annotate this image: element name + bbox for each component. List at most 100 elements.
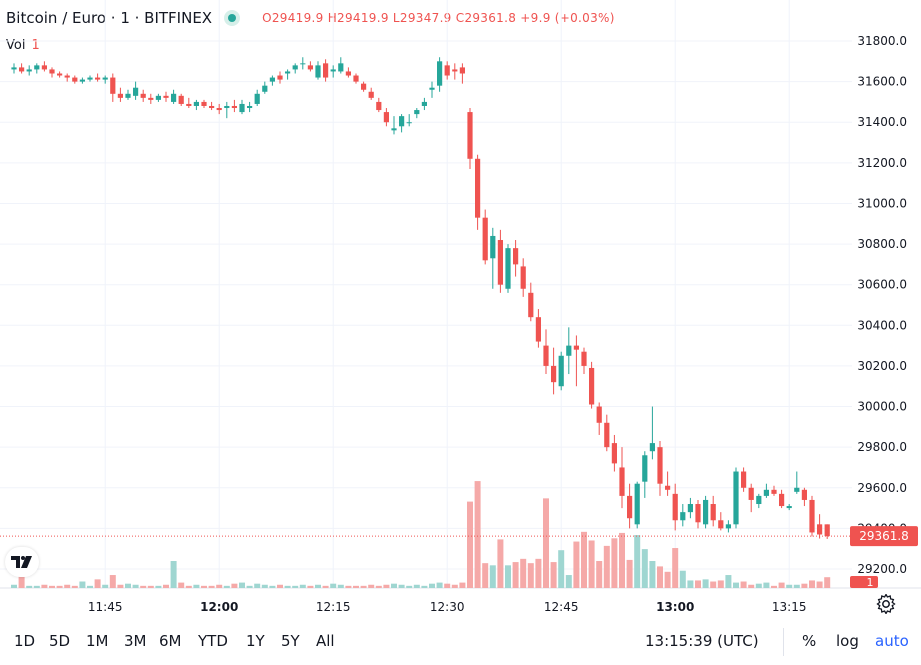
market-status-icon[interactable] bbox=[224, 10, 241, 26]
volume-label: Vol bbox=[6, 38, 26, 53]
volume-bar bbox=[398, 584, 405, 588]
volume-bar bbox=[132, 584, 139, 588]
volume-bar bbox=[596, 561, 603, 588]
volume-bar bbox=[353, 585, 359, 588]
volume-bar bbox=[535, 558, 542, 588]
candle-body bbox=[535, 317, 541, 342]
candle-body bbox=[718, 520, 724, 529]
candle-body bbox=[11, 67, 17, 70]
candle-body bbox=[482, 217, 488, 261]
candle-body bbox=[611, 443, 617, 464]
percent-toggle[interactable]: % bbox=[802, 632, 817, 650]
candle-body bbox=[573, 345, 579, 350]
volume-bar bbox=[299, 584, 306, 588]
tradingview-logo[interactable] bbox=[5, 547, 39, 577]
volume-bar bbox=[459, 582, 466, 588]
volume-bar bbox=[140, 585, 147, 588]
candle-body bbox=[87, 77, 93, 80]
time-tick-label: 12:00 bbox=[200, 600, 238, 614]
price-tick-label: 31000.0 bbox=[857, 196, 907, 210]
last-price-overlay: 29361.8 1 bbox=[0, 526, 918, 589]
range-button-1m[interactable]: 1M bbox=[86, 632, 109, 650]
volume-bar bbox=[163, 584, 169, 588]
candle-body bbox=[117, 93, 123, 98]
volume-bar bbox=[527, 563, 534, 588]
candle-body bbox=[604, 422, 610, 448]
volume-bar bbox=[429, 583, 435, 588]
range-button-6m[interactable]: 6M bbox=[159, 632, 182, 650]
candle-body bbox=[817, 524, 823, 535]
toolbar-divider bbox=[783, 628, 784, 656]
volume-bar bbox=[284, 585, 291, 588]
time-tick-label: 12:15 bbox=[316, 600, 351, 614]
candle-body bbox=[216, 108, 222, 111]
volume-bar bbox=[231, 583, 238, 588]
auto-toggle[interactable]: auto bbox=[875, 632, 909, 650]
candle-body bbox=[399, 116, 405, 127]
price-tick-label: 31800.0 bbox=[857, 34, 907, 48]
volume-bar bbox=[543, 498, 549, 588]
volume-bar bbox=[406, 585, 413, 588]
candle-body bbox=[140, 93, 146, 98]
volume-bar bbox=[710, 581, 717, 588]
volume-bar bbox=[18, 576, 25, 588]
volume-bar bbox=[345, 585, 352, 588]
candle-body bbox=[345, 71, 351, 76]
candle-body bbox=[741, 471, 747, 488]
time-tick-label: 12:45 bbox=[544, 600, 579, 614]
symbol-title[interactable]: Bitcoin / Euro · 1 · BITFINEX bbox=[6, 9, 213, 27]
close-label: C bbox=[455, 11, 465, 25]
candle-body bbox=[406, 122, 412, 124]
price-chart[interactable]: 31800.0 31600.0 31400.0 31200.0 31000.0 30800… bbox=[0, 0, 921, 625]
candle-body bbox=[649, 443, 655, 452]
volume-bar bbox=[26, 585, 33, 588]
volume-bar bbox=[49, 585, 55, 588]
volume-bar bbox=[664, 571, 671, 588]
candle-body bbox=[201, 101, 207, 106]
volume-bar bbox=[178, 582, 185, 588]
time-tick-label: 12:30 bbox=[430, 600, 465, 614]
candle-body bbox=[361, 83, 367, 90]
volume-bar bbox=[87, 585, 93, 588]
volume-bar bbox=[573, 541, 580, 588]
volume-bar bbox=[436, 582, 443, 588]
price-tick-label: 31400.0 bbox=[857, 115, 907, 129]
volume-bar bbox=[170, 561, 177, 588]
range-button-ytd[interactable]: YTD bbox=[198, 632, 228, 650]
candle-body bbox=[771, 489, 777, 494]
range-button-all[interactable]: All bbox=[316, 632, 335, 650]
candle-body bbox=[497, 240, 503, 285]
volume-bar bbox=[520, 558, 527, 588]
volume-bar bbox=[239, 582, 245, 588]
candle-body bbox=[452, 69, 458, 72]
candle-body bbox=[26, 69, 32, 72]
price-tick-label: 30400.0 bbox=[857, 318, 907, 332]
volume-bar bbox=[634, 535, 641, 588]
candle-body bbox=[391, 128, 397, 131]
volume-bar bbox=[269, 585, 276, 588]
candle-body bbox=[824, 524, 830, 537]
settings-gear-icon[interactable] bbox=[876, 594, 896, 614]
volume-bar bbox=[94, 579, 101, 588]
range-button-1d[interactable]: 1D bbox=[14, 632, 36, 650]
range-button-3m[interactable]: 3M bbox=[124, 632, 147, 650]
price-tick-label: 30000.0 bbox=[857, 400, 907, 414]
candle-body bbox=[672, 493, 678, 521]
volume-bar bbox=[581, 531, 587, 588]
log-toggle[interactable]: log bbox=[836, 632, 859, 650]
volume-bar bbox=[147, 585, 154, 588]
time-tick-label: 13:15 bbox=[772, 600, 807, 614]
range-button-5y[interactable]: 5Y bbox=[281, 632, 300, 650]
clock[interactable]: 13:15:39 (UTC) bbox=[645, 632, 759, 650]
candle-body bbox=[231, 105, 237, 109]
range-button-5d[interactable]: 5D bbox=[49, 632, 71, 650]
volume-bar bbox=[740, 581, 747, 588]
volume-bar bbox=[482, 563, 489, 588]
range-button-1y[interactable]: 1Y bbox=[246, 632, 265, 650]
volume-bar bbox=[223, 585, 230, 588]
open-value: 29419.9 bbox=[271, 11, 324, 25]
volume-bar bbox=[497, 539, 504, 588]
volume-bar bbox=[558, 550, 565, 588]
candle-body bbox=[421, 101, 427, 106]
volume-bar bbox=[421, 585, 428, 588]
